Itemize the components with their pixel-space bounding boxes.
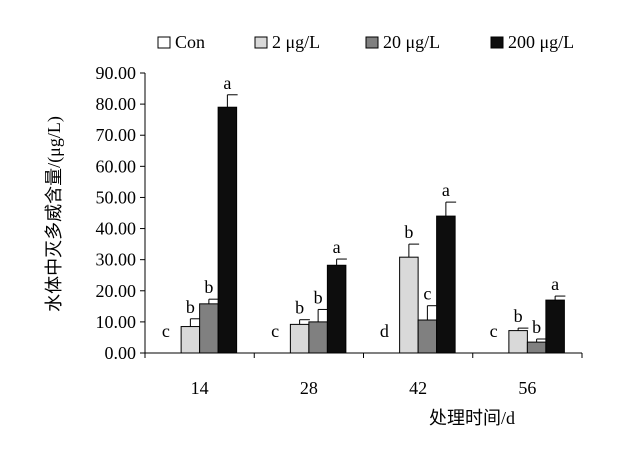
y-axis-label: 水体中灭多威含量/(μg/L) xyxy=(44,116,65,312)
bar xyxy=(417,319,438,354)
significance-label: b xyxy=(404,222,413,242)
bar xyxy=(545,299,565,354)
y-axis-ticks: 0.00 10.00 20.00 30.00 40.00 50.00 60.00 70.00 8… xyxy=(96,63,145,363)
bar xyxy=(217,106,238,354)
y-tick-label: 90.00 xyxy=(96,63,137,83)
legend-label: 20 μg/L xyxy=(383,32,440,52)
legend-label: 200 μg/L xyxy=(508,32,574,52)
significance-label: c xyxy=(423,284,431,304)
legend-swatch xyxy=(157,36,171,49)
significance-label: a xyxy=(442,180,450,200)
significance-label: b xyxy=(514,306,523,326)
bar xyxy=(180,326,201,354)
y-tick-label: 10.00 xyxy=(96,312,137,332)
legend-label: Con xyxy=(175,32,205,52)
legend-swatch xyxy=(365,36,379,49)
significance-label: c xyxy=(162,321,170,341)
significance-label: b xyxy=(295,298,304,318)
legend-label: 2 μg/L xyxy=(272,32,320,52)
x-tick-label: 42 xyxy=(409,378,427,398)
significance-label: b xyxy=(204,277,213,297)
y-tick-label: 0.00 xyxy=(105,343,137,363)
bar xyxy=(508,330,528,354)
significance-label: b xyxy=(186,297,195,317)
y-tick-label: 80.00 xyxy=(96,94,137,114)
significance-label: a xyxy=(333,237,341,257)
bar xyxy=(326,264,347,354)
bar xyxy=(399,256,419,354)
y-tick-label: 70.00 xyxy=(96,125,137,145)
y-tick-label: 50.00 xyxy=(96,187,137,207)
significance-label: c xyxy=(490,321,498,341)
y-tick-label: 30.00 xyxy=(96,250,137,270)
significance-label: b xyxy=(314,287,323,307)
bar xyxy=(199,303,219,354)
y-tick-label: 60.00 xyxy=(96,156,137,176)
y-tick-label: 40.00 xyxy=(96,219,137,239)
significance-label: b xyxy=(532,317,541,337)
x-tick-label: 28 xyxy=(300,378,318,398)
significance-label: a xyxy=(551,274,559,294)
x-axis-label: 处理时间/d xyxy=(429,408,515,428)
bar xyxy=(289,323,310,354)
x-tick-label: 14 xyxy=(191,378,209,398)
bar xyxy=(526,341,547,354)
x-axis-ticks: 14 28 42 56 xyxy=(144,353,583,398)
significance-label: c xyxy=(271,321,279,341)
significance-label: a xyxy=(223,73,231,93)
legend-swatch xyxy=(490,36,504,49)
legend-swatch xyxy=(254,36,268,49)
legend: Con 2 μg/L 20 μg/L 200 μg/L xyxy=(157,32,574,52)
significance-label: d xyxy=(380,321,389,341)
bar xyxy=(436,215,456,354)
y-tick-label: 20.00 xyxy=(96,281,137,301)
bar xyxy=(308,321,328,354)
x-tick-label: 56 xyxy=(518,378,536,398)
